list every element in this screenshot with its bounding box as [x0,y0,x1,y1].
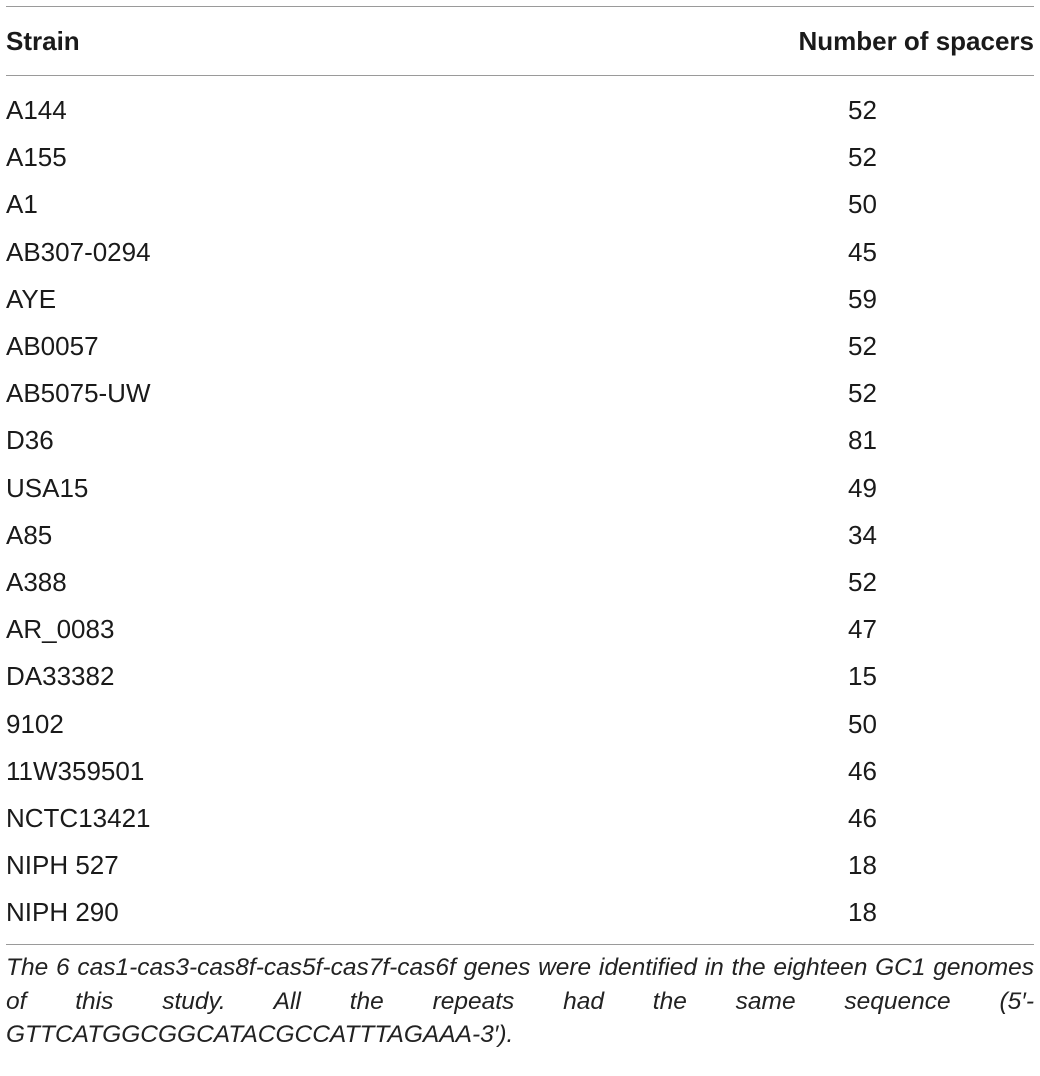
strain-cell: A85 [6,519,53,550]
spacers-cell: 52 [848,142,877,173]
header-number-of-spacers: Number of spacers [798,25,1034,56]
table-row: D36 81 [6,417,1034,464]
strain-cell: DA33382 [6,661,115,692]
table-top-rule [6,6,1034,7]
strain-cell: AYE [6,283,57,314]
spacers-table: Strain Number of spacers A144 52 A155 52 A… [6,6,1034,1052]
spacers-cell: 52 [848,566,877,597]
table-body-spacer [6,936,1034,944]
table-row: A85 34 [6,512,1034,559]
table-row: A1 50 [6,181,1034,228]
table-header-row: Strain Number of spacers [6,7,1034,75]
table-row: AB0057 52 [6,323,1034,370]
strain-cell: AB307-0294 [6,236,151,267]
strain-cell: AB5075-UW [6,378,151,409]
strain-cell: A1 [6,189,38,220]
spacers-cell: 45 [848,236,877,267]
strain-cell: NCTC13421 [6,802,151,833]
strain-cell: 9102 [6,708,64,739]
table-row: AR_0083 47 [6,606,1034,653]
table-row: AYE 59 [6,276,1034,323]
strain-cell: A388 [6,566,67,597]
spacers-cell: 46 [848,755,877,786]
header-strain: Strain [6,25,80,56]
table-row: A144 52 [6,87,1034,134]
spacers-cell: 52 [848,378,877,409]
spacers-cell: 34 [848,519,877,550]
table-body: A144 52 A155 52 A1 50 AB307-0294 45 AYE 59 AB… [6,76,1034,944]
spacers-cell: 50 [848,189,877,220]
table-row: USA15 49 [6,465,1034,512]
strain-cell: A144 [6,95,67,126]
spacers-cell: 15 [848,661,877,692]
table-footnote: The 6 cas1-cas3-cas8f-cas5f-cas7f-cas6f … [6,954,1034,1049]
spacers-cell: 50 [848,708,877,739]
spacers-cell: 47 [848,614,877,645]
spacers-cell: 46 [848,802,877,833]
table-row: NIPH 527 18 [6,842,1034,889]
table-bottom-rule [6,944,1034,946]
table-header-rule [6,75,1034,76]
strain-cell: USA15 [6,472,89,503]
spacers-cell: 52 [848,95,877,126]
strain-cell: 11W359501 [6,755,145,786]
table-row: A388 52 [6,559,1034,606]
strain-cell: NIPH 527 [6,850,119,881]
spacers-cell: 18 [848,850,877,881]
spacers-cell: 81 [848,425,877,456]
table-row: NCTC13421 46 [6,795,1034,842]
strain-cell: NIPH 290 [6,897,119,928]
strain-cell: A155 [6,142,67,173]
spacers-cell: 18 [848,897,877,928]
strain-cell: AR_0083 [6,614,115,645]
spacers-cell: 59 [848,283,877,314]
table-row: 11W359501 46 [6,748,1034,795]
table-row: DA33382 15 [6,653,1034,700]
table-row: AB307-0294 45 [6,229,1034,276]
table-row: AB5075-UW 52 [6,370,1034,417]
table-row: A155 52 [6,134,1034,181]
table-row: NIPH 290 18 [6,889,1034,936]
spacers-cell: 49 [848,472,877,503]
strain-cell: AB0057 [6,331,99,362]
strain-cell: D36 [6,425,54,456]
spacers-cell: 52 [848,331,877,362]
table-row: 9102 50 [6,700,1034,747]
